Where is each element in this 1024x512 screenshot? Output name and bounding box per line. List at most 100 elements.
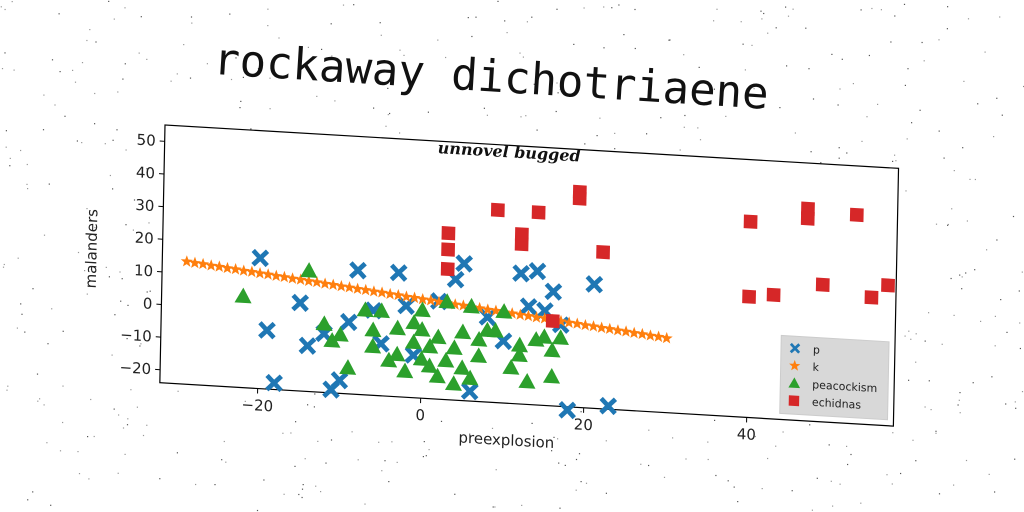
speckle-dot [230,78,233,81]
speckle-dot [94,123,96,125]
speckle-dot [320,491,322,493]
speckle-dot [422,456,424,458]
speckle-dot [267,8,269,10]
speckle-dot [707,458,709,461]
speckle-dot [816,477,818,479]
x-tick-label: 20 [574,415,593,434]
speckle-dot [267,25,269,27]
speckle-dot [469,433,471,435]
speckle-dot [467,17,469,19]
speckle-dot [753,88,755,90]
speckle-dot [112,139,114,141]
data-point-echidnas [441,242,456,257]
speckle-dot [1018,290,1020,292]
speckle-dot [906,138,908,140]
speckle-dot [779,107,781,109]
speckle-dot [221,459,223,461]
speckle-dot [994,345,996,347]
legend-box [779,334,890,421]
speckle-dot [965,272,967,274]
speckle-dot [698,66,700,68]
speckle-dot [986,249,988,251]
speckle-dot [684,114,686,117]
speckle-dot [159,478,161,480]
speckle-dot [603,6,605,8]
speckle-dot [48,183,50,185]
y-tick-label: 0 [143,294,153,313]
speckle-dot [302,484,304,486]
speckle-dot [86,293,88,295]
speckle-dot [384,460,386,462]
speckle-dot [5,130,7,132]
data-point-echidnas [545,313,560,329]
speckle-dot [810,151,812,153]
speckle-dot [908,330,910,332]
speckle-dot [521,504,523,506]
speckle-dot [483,107,485,109]
speckle-dot [839,483,841,485]
speckle-dot [809,424,811,426]
speckle-dot [522,56,524,58]
speckle-dot [445,56,447,59]
speckle-dot [742,43,744,45]
speckle-dot [575,489,577,491]
speckle-dot [578,453,581,455]
speckle-dot [373,107,375,109]
y-tick-label: 10 [134,261,153,280]
speckle-dot [81,62,84,64]
speckle-dot [330,23,332,25]
speckle-dot [43,234,46,236]
speckle-dot [59,71,61,73]
speckle-dot [679,149,681,151]
speckle-dot [313,406,315,408]
speckle-dot [775,27,777,29]
speckle-dot [114,314,116,316]
speckle-dot [225,461,227,463]
speckle-dot [32,491,34,493]
speckle-dot [387,114,389,116]
speckle-dot [87,436,89,438]
speckle-dot [475,16,477,18]
speckle-dot [21,313,23,315]
speckle-dot [380,34,382,36]
speckle-dot [557,438,559,440]
speckle-dot [923,60,925,62]
speckle-dot [911,122,913,124]
speckle-dot [924,406,926,408]
speckle-dot [828,444,830,446]
speckle-dot [977,103,979,105]
x-tick-label: 40 [737,425,756,444]
speckle-dot [170,80,172,82]
speckle-dot [727,480,729,482]
speckle-dot [250,128,252,130]
speckle-dot [26,163,28,166]
speckle-dot [112,188,114,190]
speckle-dot [109,174,111,177]
speckle-dot [495,469,497,471]
speckle-dot [846,152,848,154]
speckle-dot [20,303,22,305]
speckle-dot [399,132,401,134]
speckle-dot [242,76,244,78]
speckle-dot [860,9,862,11]
speckle-dot [9,165,11,167]
data-point-echidnas [490,202,505,218]
speckle-dot [963,80,965,82]
speckle-dot [928,312,930,314]
x-axis-label: preexplosion [458,428,554,452]
speckle-dot [880,9,882,11]
speckle-dot [669,39,671,41]
speckle-dot [223,440,225,443]
speckle-dot [425,455,427,457]
speckle-dot [64,115,66,117]
speckle-dot [3,263,5,266]
speckle-dot [871,7,873,10]
speckle-dot [812,98,815,100]
speckle-dot [961,288,963,290]
speckle-dot [713,20,715,22]
speckle-dot [866,116,868,118]
speckle-dot [891,483,893,485]
speckle-dot [751,44,753,46]
speckle-dot [379,22,381,24]
x-axis-ticks: −20 0 20 40 [241,388,756,444]
